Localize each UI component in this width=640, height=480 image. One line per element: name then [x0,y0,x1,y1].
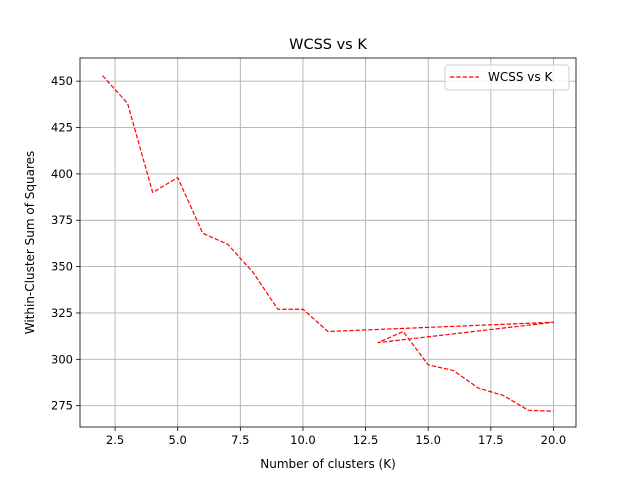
y-tick-label: 450 [51,74,73,88]
x-tick-label: 2.5 [106,433,124,447]
x-axis-label: Number of clusters (K) [260,457,396,471]
x-tick-label: 17.5 [478,433,504,447]
y-axis-label: Within-Cluster Sum of Squares [23,151,37,335]
chart-title: WCSS vs K [289,37,367,53]
x-tick-label: 7.5 [231,433,249,447]
y-tick-label: 325 [51,306,73,320]
series-layer [102,75,555,412]
axis-ticks: 2.5 5.0 7.5 10.0 12.5 15.0 17.5 20.0 275 300 325 35… [51,74,566,447]
x-tick-label: 20.0 [541,433,567,447]
legend-box [444,64,570,91]
y-tick-label: 275 [51,399,73,413]
plot-area-frame [79,57,577,428]
x-tick-label: 15.0 [415,433,441,447]
y-tick-label: 400 [51,167,73,181]
y-tick-label: 425 [51,121,73,135]
legend-label: WCSS vs K [488,70,553,84]
grid-lines [80,58,576,427]
x-tick-label: 5.0 [169,433,187,447]
x-tick-label: 12.5 [353,433,379,447]
y-tick-label: 300 [51,352,73,366]
y-tick-label: 375 [51,213,73,227]
wcss-series-line [102,75,555,412]
y-tick-label: 350 [51,260,73,274]
x-tick-label: 10.0 [290,433,316,447]
legend: WCSS vs K [444,64,570,91]
